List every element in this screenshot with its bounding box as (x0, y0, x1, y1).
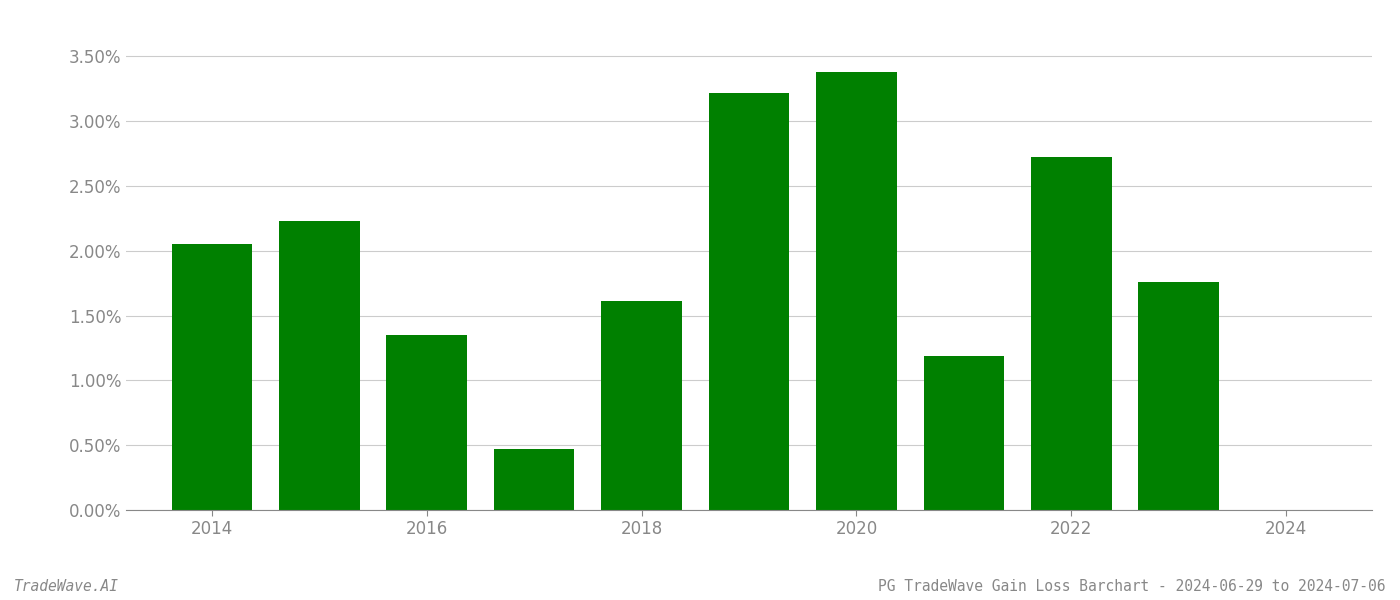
Bar (494, 449, 574, 510)
Bar (816, 72, 896, 510)
Bar (1030, 157, 1112, 510)
Bar (924, 356, 1004, 510)
Bar (386, 335, 468, 510)
Bar (602, 301, 682, 510)
Bar (172, 244, 252, 510)
Bar (708, 92, 790, 510)
Bar (279, 221, 360, 510)
Bar (1138, 282, 1219, 510)
Text: PG TradeWave Gain Loss Barchart - 2024-06-29 to 2024-07-06: PG TradeWave Gain Loss Barchart - 2024-0… (879, 579, 1386, 594)
Text: TradeWave.AI: TradeWave.AI (14, 579, 119, 594)
